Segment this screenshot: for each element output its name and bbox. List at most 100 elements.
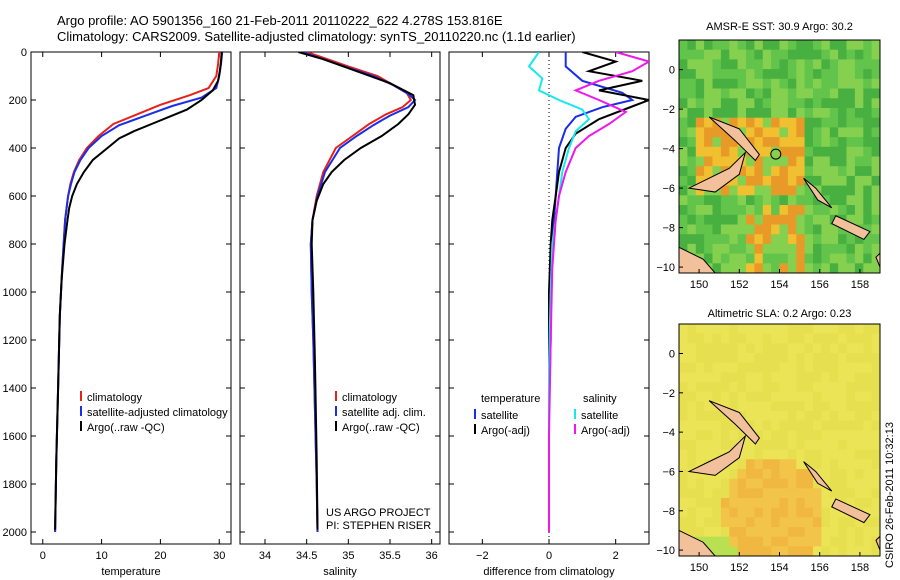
sst_map-cell (846, 117, 856, 128)
sla_map-cell (787, 440, 797, 451)
sla_map-cell (863, 401, 873, 412)
sla_map-cell (813, 372, 822, 383)
sla_map-cell (829, 420, 839, 431)
sst_map-cell (737, 166, 747, 177)
sla_map-cell (813, 536, 822, 547)
sla_map-cell (746, 391, 755, 402)
sst_map-ytick-label: −4 (662, 144, 675, 156)
sla_map-cell (829, 430, 839, 441)
sst_map-cell (679, 40, 688, 51)
sst_map-cell (779, 127, 789, 138)
sla_map-cell (796, 440, 806, 451)
sst_map-cell (871, 59, 881, 70)
sst_map-cell (821, 59, 831, 70)
sla_map-cell (854, 488, 864, 499)
sla_map-cell (704, 498, 713, 509)
sla_map-cell (695, 411, 705, 422)
sst_map-cell (838, 78, 847, 89)
sla_map-cell (829, 459, 839, 470)
sst_map-cell (829, 195, 839, 206)
sst_map-cell (779, 175, 789, 187)
salinity-legend-label: Argo(..raw -QC) (342, 422, 420, 434)
sla_map-cell (854, 517, 864, 528)
sla_map-cell (804, 430, 814, 441)
sst_map-cell (787, 98, 797, 109)
salinity-plot: 34 34.5 35 35.5 36 salinity climatology satelli… (239, 51, 441, 578)
sla_map-cell (846, 527, 856, 538)
sla_map-cell (838, 488, 847, 499)
sla_map-cell (746, 401, 755, 412)
sst_map-cell (838, 108, 847, 119)
sst_map-cell (829, 253, 839, 264)
sst_map-cell (687, 243, 697, 255)
sst_map-cell (762, 59, 772, 70)
sla_map-cell (712, 478, 722, 489)
sst_map-cell (838, 195, 847, 206)
sst_map-cell (720, 234, 730, 245)
sla_map-cell (771, 420, 780, 431)
sla_map-cell (704, 372, 713, 383)
sla_map-cell (754, 430, 764, 441)
temperature-plot: 0 10 20 30 0 200 400 600 800 1000 1200 1400 1600 1800… (3, 47, 232, 578)
sla_map-cell (804, 527, 814, 538)
sla_map-cell (754, 459, 764, 470)
sst_map-cell (754, 117, 764, 128)
sst_map-cell (704, 59, 713, 70)
sla_map-cell (720, 362, 730, 373)
sla_map-cell (821, 498, 831, 509)
sla_map-cell (787, 401, 797, 412)
sst_map-cell (687, 214, 697, 225)
sla_map-cell (854, 440, 864, 451)
sla_map-cell (821, 420, 831, 431)
sst_map-cell (712, 78, 722, 89)
sst_map-cell (821, 253, 831, 264)
sst_map-cell (813, 214, 822, 225)
temperature-ytick-label: 1200 (3, 335, 27, 347)
sla_map-cell (796, 449, 806, 460)
sla_map-cell (771, 498, 780, 509)
sla_map-cell (829, 488, 839, 499)
sst_map-cell (737, 253, 747, 264)
sst_map-ytick-label: −2 (662, 104, 675, 116)
sla_map-cell (762, 420, 772, 431)
sst_map-cell (846, 195, 856, 206)
sst_map-cell (771, 156, 780, 167)
sla_map-cell (804, 391, 814, 402)
temperature-ytick-label: 200 (9, 95, 27, 107)
sla_map-cell (746, 469, 755, 480)
sla_map-cell (771, 449, 780, 460)
sst_map-cell (804, 137, 814, 148)
sst_map-cell (871, 117, 881, 128)
sla_map-cell (779, 401, 789, 412)
salinity-xtick-label: 35 (342, 550, 354, 562)
temperature-legend-label: climatology (87, 392, 143, 404)
sla_map-cell (695, 353, 705, 364)
sla_map-cell (854, 459, 864, 470)
sst_map-cell (829, 234, 839, 245)
sst_map-cell (737, 59, 747, 70)
sst_map-cell (720, 205, 730, 216)
sst_map-cell (804, 175, 814, 187)
sla_map-cell (704, 401, 713, 412)
sst_map-cell (813, 166, 822, 177)
sst_map-cell (712, 98, 722, 109)
sla_map-cell (787, 324, 797, 335)
sst_map-cell (779, 49, 789, 60)
sst_map-cell (737, 224, 747, 235)
sla_map-cell (854, 449, 864, 460)
sla_map-cell (871, 343, 881, 354)
sst_map-cell (854, 205, 864, 216)
sst_map-cell (704, 127, 713, 138)
sla_map-cell (813, 498, 822, 509)
sst_map-cell (737, 40, 747, 51)
sla_map-cell (737, 430, 747, 441)
sla_map-cell (863, 420, 873, 431)
sst_map-cell (846, 214, 856, 225)
difference-series-1 (548, 52, 649, 532)
sla_map-cell (863, 382, 873, 393)
sst_map-cell (796, 234, 806, 245)
sla_map-cell (854, 362, 864, 373)
sst_map-cell (762, 253, 772, 264)
sst_map-cell (779, 195, 789, 206)
sst_map-map: AMSR-E SST: 30.9 Argo: 30.2 150 152 154 156 1… (656, 21, 881, 291)
